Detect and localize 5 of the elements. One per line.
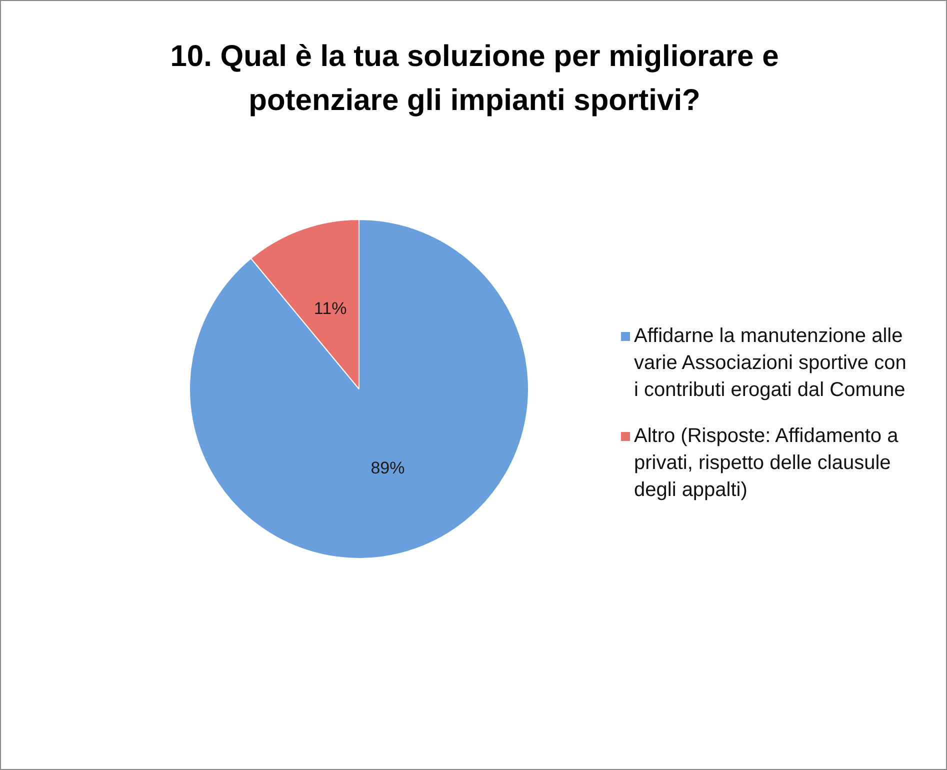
chart-title: 10. Qual è la tua soluzione per migliorare e potenziare gli impianti sportivi?: [169, 39, 780, 119]
legend-label: Altro (Risposte: Affidamento a privati, rispetto delle clausule degli appalti): [634, 424, 900, 503]
legend-label: Affidarne la manutenzione alle varie Associazioni sportive con i contributi erogati dal Comune: [634, 324, 908, 403]
data-label: 89%: [370, 458, 405, 478]
data-label: 11%: [314, 298, 347, 318]
